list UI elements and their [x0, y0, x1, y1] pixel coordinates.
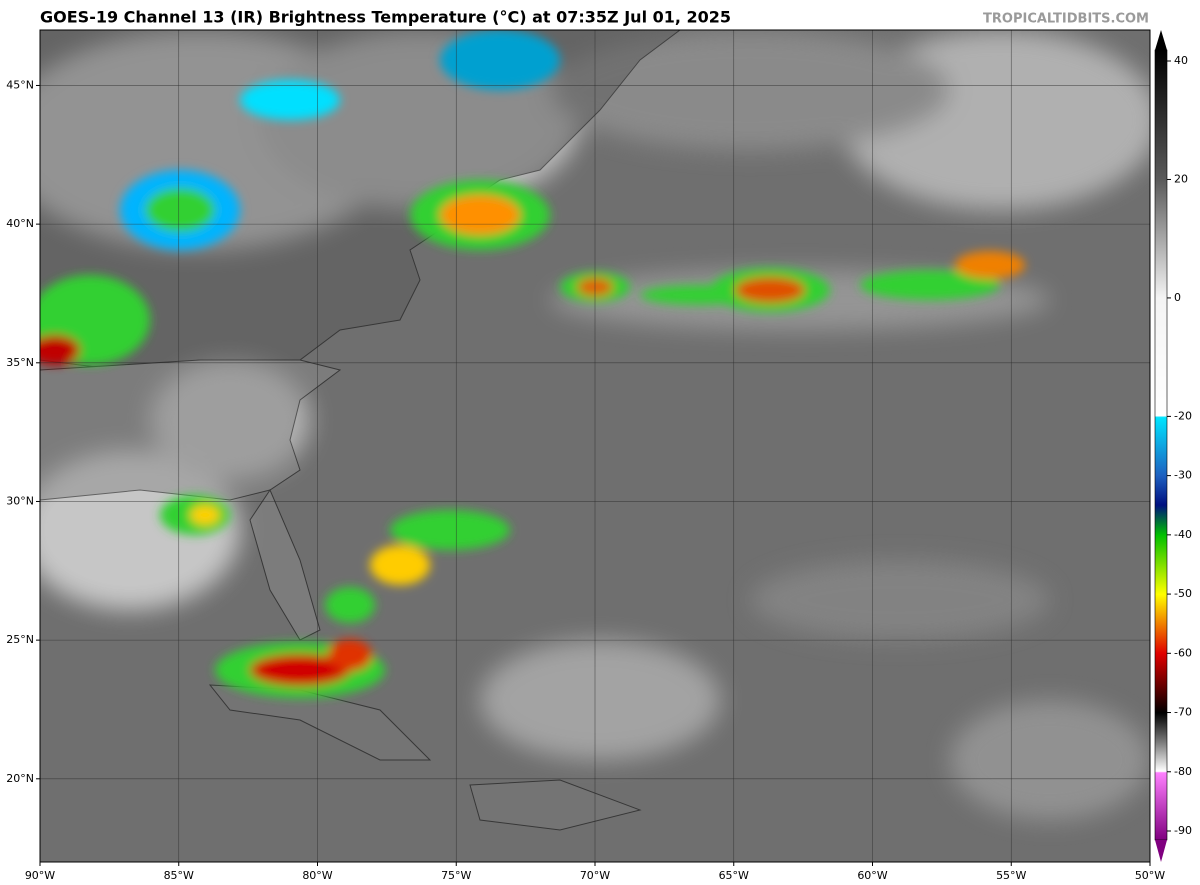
map-frame	[39, 29, 1151, 863]
lon-label: 70°W	[580, 869, 610, 882]
colorbar-label: -40	[1174, 528, 1192, 541]
lat-label: 45°N	[6, 78, 34, 91]
lon-label: 60°W	[857, 869, 887, 882]
colorbar-label: 20	[1174, 172, 1188, 185]
colorbar-label: -30	[1174, 469, 1192, 482]
colorbar-label: -80	[1174, 765, 1192, 778]
colorbar-label: -60	[1174, 646, 1192, 659]
lon-label: 80°W	[302, 869, 332, 882]
colorbar	[1154, 30, 1168, 862]
lon-label: 75°W	[441, 869, 471, 882]
colorbar-label: -20	[1174, 409, 1192, 422]
lon-label: 85°W	[164, 869, 194, 882]
colorbar-label: 40	[1174, 54, 1188, 67]
satellite-image	[40, 30, 1150, 862]
lat-label: 20°N	[6, 772, 34, 785]
colorbar-label: 0	[1174, 291, 1181, 304]
lat-label: 40°N	[6, 217, 34, 230]
colorbar-label: -70	[1174, 706, 1192, 719]
lat-label: 30°N	[6, 494, 34, 507]
lon-label: 50°W	[1135, 869, 1165, 882]
credit: TROPICALTIDBITS.COM	[983, 12, 1149, 27]
colorbar-label: -90	[1174, 824, 1192, 837]
lat-label: 35°N	[6, 356, 34, 369]
graticule: 90°W 85°W 80°W 75°W 70°W 65°W 60°W 55°W 50°W 20°N…	[6, 30, 1165, 882]
lat-label: 25°N	[6, 633, 34, 646]
colorbar-label: -50	[1174, 587, 1192, 600]
lon-label: 65°W	[719, 869, 749, 882]
lon-label: 90°W	[25, 869, 55, 882]
colorbar-ticks: 40 20 0 -20 -30 -40 -50 -60 -70 -80 -90	[1167, 54, 1192, 837]
title: GOES-19 Channel 13 (IR) Brightness Tempe…	[40, 8, 731, 27]
lon-label: 55°W	[996, 869, 1026, 882]
